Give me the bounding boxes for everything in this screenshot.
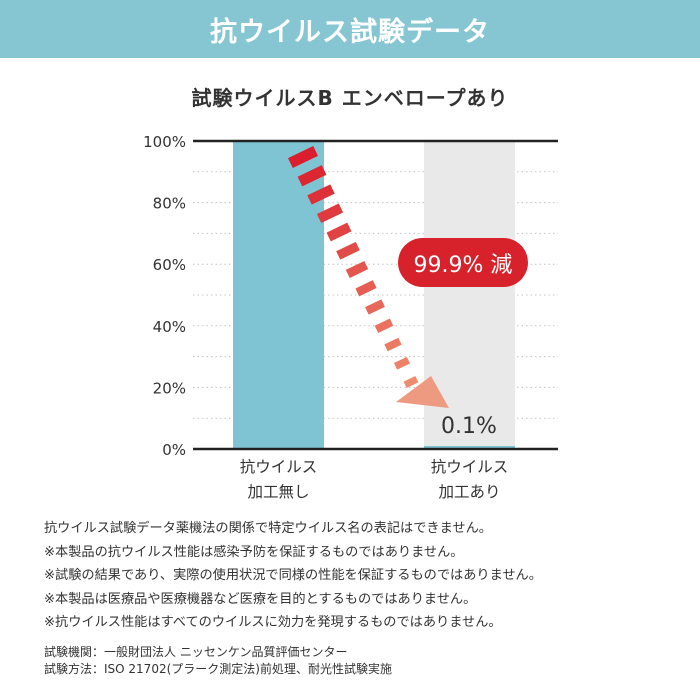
y-tick-label: 20%: [153, 379, 186, 397]
arrow-segment: [316, 203, 344, 224]
note-line: 抗ウイルス試験データ薬機法の関係で特定ウイルス名の表記はできません。: [44, 521, 492, 536]
bar: [424, 446, 515, 449]
disclaimer-notes: 抗ウイルス試験データ薬機法の関係で特定ウイルス名の表記はできません。 ※本製品の…: [44, 517, 684, 635]
note-line: ※抗ウイルス性能はすべてのウイルスに効力を発現するものではありません。: [44, 615, 502, 630]
x-tick-label: 加工あり: [438, 483, 500, 501]
arrow-head: [396, 376, 449, 408]
arrow-segment: [345, 261, 369, 278]
y-tick-label: 60%: [153, 256, 186, 274]
chart-title: 試験ウイルスB エンベロープあり: [191, 86, 509, 110]
arrow-segment: [384, 337, 402, 352]
test-method: 試験方法：ISO 21702(プラーク測定法)前処理、耐光性試験実施: [44, 662, 392, 676]
page-title: 抗ウイルス試験データ: [210, 16, 490, 48]
reduction-badge: [398, 238, 528, 287]
arrow-segment: [326, 222, 352, 242]
arrow-segment: [365, 299, 385, 315]
y-tick-label: 80%: [153, 195, 186, 213]
test-institution: 試験機関：一般財団法人 ニッセンケン品質評価センター: [44, 645, 348, 659]
note-line: ※本製品は医療品や医療機器など医療を目的とするものではありません。: [44, 591, 477, 607]
arrow-segment: [287, 145, 319, 169]
arrow-segment: [393, 356, 411, 370]
arrow-segment: [403, 376, 419, 388]
y-tick-label: 0%: [162, 441, 186, 459]
arrow-segment: [336, 241, 360, 260]
y-tick-label: 40%: [153, 318, 186, 336]
arrow-segment: [374, 318, 394, 333]
arrow-segment: [307, 184, 335, 205]
arrow-segment: [297, 165, 327, 187]
note-line: ※試験の結果であり、実際の使用状況で同様の性能を保証するものではありません。: [44, 568, 542, 583]
arrow-segment: [355, 280, 377, 297]
reduction-label: 99.9% 減: [414, 253, 513, 278]
header-banner: 抗ウイルス試験データ: [0, 0, 700, 58]
note-line: ※本製品の抗ウイルス性能は感染予防を保証するものではありません。: [44, 544, 464, 560]
x-tick-label: 抗ウイルス: [431, 458, 509, 476]
bar: [233, 141, 324, 449]
value-label: 0.1%: [441, 414, 497, 439]
y-tick-label: 100%: [143, 133, 186, 151]
x-tick-label: 加工無し: [247, 483, 309, 501]
test-info: 試験機関：一般財団法人 ニッセンケン品質評価センター 試験方法：ISO 2170…: [44, 644, 684, 678]
x-tick-label: 抗ウイルス: [240, 458, 318, 476]
